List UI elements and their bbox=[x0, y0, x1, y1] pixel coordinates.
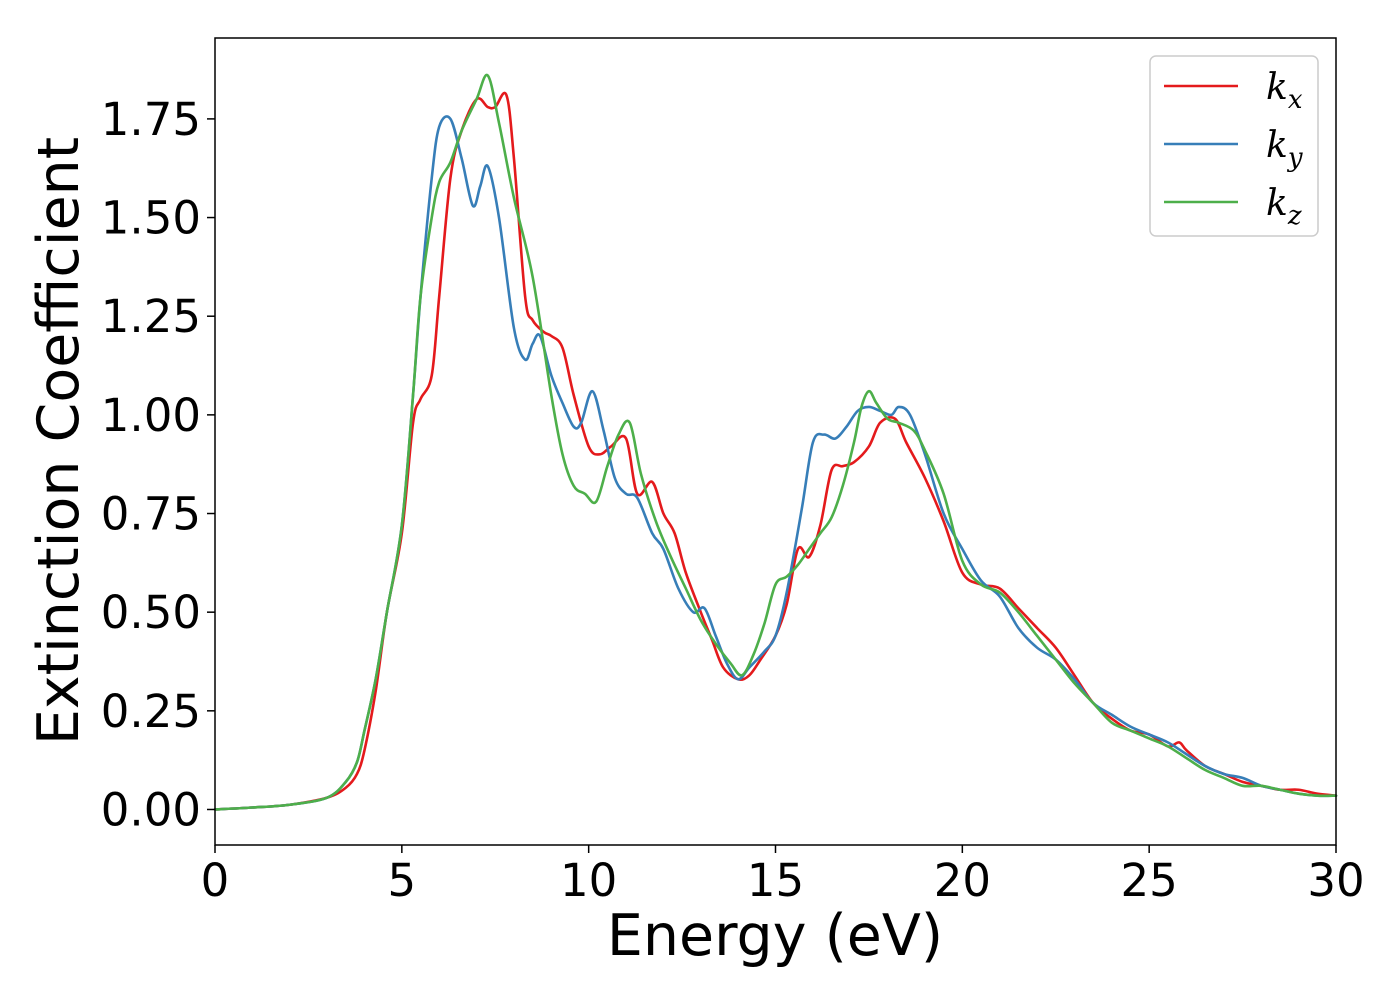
x-tick-label: 10 bbox=[560, 854, 617, 907]
y-tick-label: 1.25 bbox=[101, 290, 201, 343]
y-tick-label: 0.00 bbox=[101, 783, 201, 836]
y-tick-label: 0.50 bbox=[101, 586, 201, 639]
legend-label-z: kz bbox=[1266, 183, 1302, 231]
y-tick-label: 0.75 bbox=[101, 488, 201, 541]
x-tick-label: 15 bbox=[747, 854, 804, 907]
x-tick-label: 0 bbox=[201, 854, 230, 907]
series-line-x bbox=[213, 91, 1338, 811]
x-tick-label: 20 bbox=[934, 854, 991, 907]
y-axis-title: Extinction Coefficient bbox=[26, 137, 92, 745]
y-tick-label: 1.50 bbox=[101, 192, 201, 245]
series-line-z bbox=[213, 73, 1338, 811]
legend-label-x: kx bbox=[1266, 67, 1303, 115]
y-tick-label: 1.75 bbox=[101, 93, 201, 146]
series-layer bbox=[213, 73, 1338, 811]
x-axis: 0 5 10 15 20 25 30 bbox=[201, 845, 1365, 907]
legend-frame bbox=[1149, 55, 1319, 237]
x-tick-label: 25 bbox=[1121, 854, 1178, 907]
y-tick-label: 0.25 bbox=[101, 685, 201, 738]
legend: kx ky kz bbox=[1149, 55, 1319, 237]
x-tick-label: 5 bbox=[388, 854, 417, 907]
x-axis-title: Energy (eV) bbox=[607, 903, 943, 969]
plot-area-background bbox=[215, 38, 1336, 845]
y-tick-label: 1.00 bbox=[101, 389, 201, 442]
y-axis: 0.00 0.25 0.50 0.75 1.00 1.25 1.50 1.75 bbox=[101, 93, 215, 836]
legend-label-y: ky bbox=[1266, 125, 1303, 173]
x-tick-label: 30 bbox=[1307, 854, 1364, 907]
